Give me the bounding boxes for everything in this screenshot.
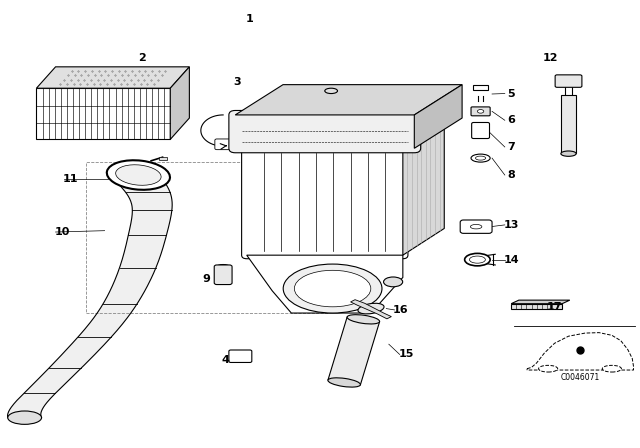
Text: 3: 3 — [234, 77, 241, 86]
Bar — [473, 85, 488, 90]
Text: 11: 11 — [63, 173, 78, 184]
Text: 16: 16 — [393, 305, 409, 315]
FancyBboxPatch shape — [229, 111, 420, 153]
Ellipse shape — [470, 224, 482, 229]
Text: 12: 12 — [543, 53, 559, 63]
Text: 13: 13 — [504, 220, 519, 230]
FancyBboxPatch shape — [555, 75, 582, 87]
FancyBboxPatch shape — [214, 265, 232, 284]
Bar — [86, 162, 328, 313]
Ellipse shape — [294, 270, 371, 307]
Polygon shape — [351, 300, 392, 319]
Text: 5: 5 — [508, 89, 515, 99]
Ellipse shape — [324, 88, 337, 94]
Text: 2: 2 — [138, 53, 145, 63]
Ellipse shape — [561, 151, 576, 156]
Ellipse shape — [602, 366, 621, 372]
Ellipse shape — [347, 314, 380, 324]
Text: 6: 6 — [508, 115, 515, 125]
Text: C0046071: C0046071 — [561, 373, 600, 382]
Ellipse shape — [476, 156, 486, 160]
FancyBboxPatch shape — [472, 122, 490, 138]
Ellipse shape — [465, 254, 490, 266]
Polygon shape — [414, 85, 462, 148]
Ellipse shape — [116, 165, 161, 185]
Text: 9: 9 — [203, 274, 211, 284]
Text: 10: 10 — [54, 227, 70, 237]
Ellipse shape — [328, 378, 360, 387]
Ellipse shape — [113, 165, 159, 181]
FancyBboxPatch shape — [229, 350, 252, 362]
FancyBboxPatch shape — [471, 107, 490, 116]
Ellipse shape — [469, 256, 485, 263]
Text: 1: 1 — [246, 14, 254, 24]
Polygon shape — [36, 67, 189, 88]
Bar — [511, 304, 562, 310]
FancyBboxPatch shape — [242, 145, 408, 259]
Polygon shape — [236, 85, 462, 115]
Ellipse shape — [383, 277, 403, 287]
Ellipse shape — [8, 411, 42, 424]
Polygon shape — [246, 255, 403, 313]
Text: 7: 7 — [508, 142, 515, 152]
Polygon shape — [511, 300, 570, 304]
Polygon shape — [527, 332, 634, 370]
Ellipse shape — [477, 110, 484, 113]
Text: 4: 4 — [221, 355, 230, 365]
Ellipse shape — [358, 303, 384, 314]
Text: 17: 17 — [547, 302, 563, 312]
Ellipse shape — [471, 154, 490, 162]
Ellipse shape — [539, 366, 557, 372]
Ellipse shape — [217, 264, 230, 269]
Text: 14: 14 — [503, 254, 519, 265]
Bar — [561, 95, 576, 153]
Bar — [36, 88, 170, 139]
Polygon shape — [170, 67, 189, 139]
Text: 8: 8 — [508, 170, 515, 180]
FancyBboxPatch shape — [215, 139, 235, 150]
Polygon shape — [403, 121, 444, 255]
Ellipse shape — [107, 160, 170, 190]
FancyBboxPatch shape — [460, 220, 492, 233]
Text: 15: 15 — [398, 349, 413, 359]
Polygon shape — [8, 175, 172, 418]
Bar — [159, 157, 167, 160]
Polygon shape — [328, 317, 380, 385]
Ellipse shape — [284, 264, 382, 313]
